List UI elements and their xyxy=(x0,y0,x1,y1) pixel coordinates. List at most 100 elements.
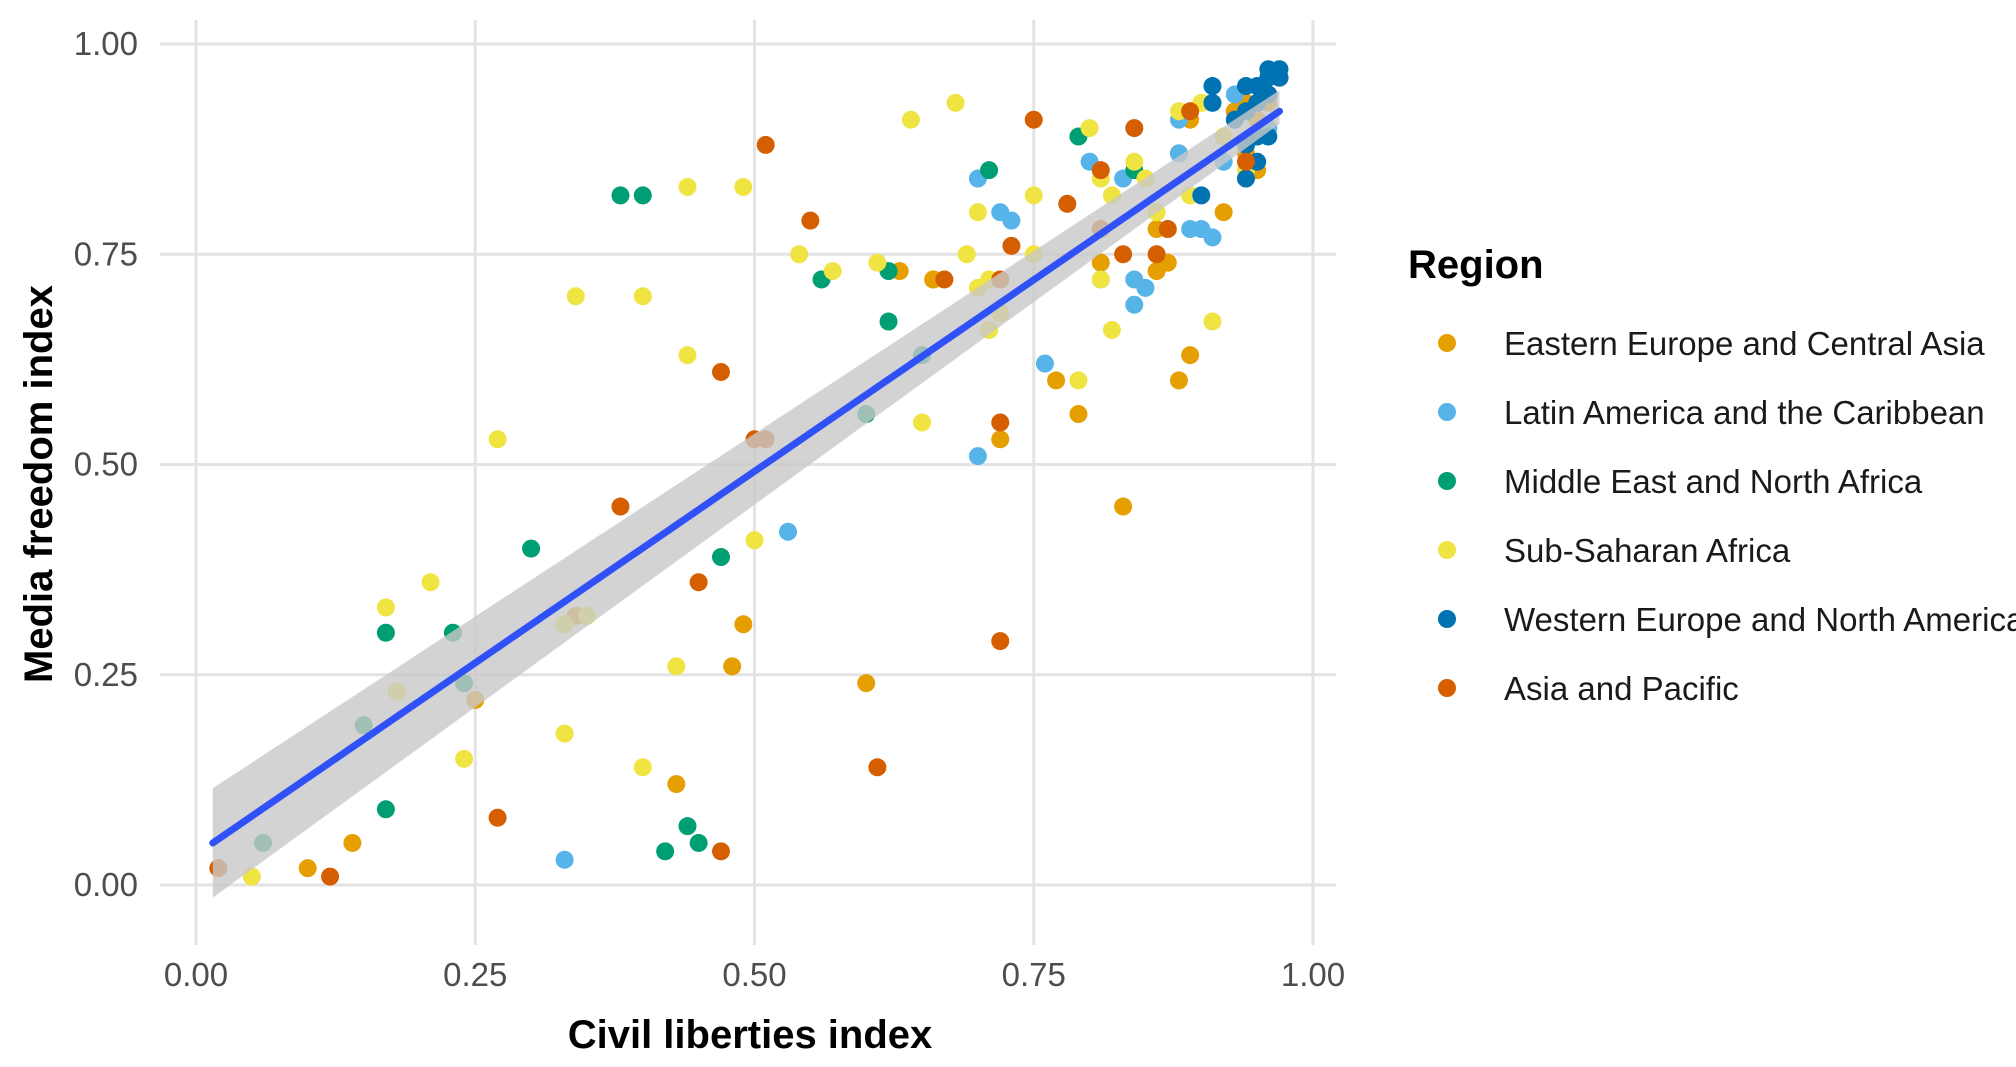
data-point-ssa xyxy=(555,724,574,743)
data-point-ap xyxy=(1058,194,1077,213)
data-point-ap xyxy=(711,842,730,861)
data-point-ap xyxy=(711,362,730,381)
legend-title: Region xyxy=(1408,243,1544,287)
data-point-eeca xyxy=(1169,371,1188,390)
data-point-lac xyxy=(1002,211,1021,230)
legend-label-eeca: Eastern Europe and Central Asia xyxy=(1504,325,1985,362)
data-point-mena xyxy=(656,842,675,861)
y-tick-label: 1.00 xyxy=(74,25,138,62)
data-point-eeca xyxy=(343,833,362,852)
legend-label-lac: Latin America and the Caribbean xyxy=(1504,394,1985,431)
data-point-ssa xyxy=(678,177,697,196)
data-point-mena xyxy=(711,548,730,567)
x-axis-title: Civil liberties index xyxy=(568,1013,933,1057)
data-point-eeca xyxy=(723,657,742,676)
data-point-ap xyxy=(1091,161,1110,180)
x-tick-label: 1.00 xyxy=(1281,956,1345,993)
data-point-ssa xyxy=(667,657,686,676)
y-tick-label: 0.25 xyxy=(74,656,138,693)
legend-key-ap xyxy=(1438,679,1456,697)
y-tick-label: 0.00 xyxy=(74,866,138,903)
data-point-eeca xyxy=(991,430,1010,449)
data-point-ssa xyxy=(633,758,652,777)
data-point-mena xyxy=(376,623,395,642)
data-point-ssa xyxy=(488,430,507,449)
data-point-ssa xyxy=(421,573,440,592)
data-point-ssa xyxy=(913,413,932,432)
data-point-ssa xyxy=(1102,320,1121,339)
data-point-ap xyxy=(991,413,1010,432)
legend-items: Eastern Europe and Central Asia Latin Ame… xyxy=(1438,325,2016,707)
x-tick-label: 0.75 xyxy=(1002,956,1066,993)
data-point-eeca xyxy=(734,615,753,634)
data-points xyxy=(209,60,1289,886)
y-tick-label: 0.75 xyxy=(74,235,138,272)
data-point-ssa xyxy=(1024,186,1043,205)
data-point-ap xyxy=(1236,152,1255,171)
data-point-eeca xyxy=(857,674,876,693)
tick-labels: 0.00 0.25 0.50 0.75 1.00 0.00 0.25 0.50 0.75 1.00 xyxy=(74,25,1345,993)
legend-key-eeca xyxy=(1438,334,1456,352)
data-point-ap xyxy=(1024,110,1043,129)
data-point-eeca xyxy=(1181,346,1200,365)
data-point-lac xyxy=(1136,278,1155,297)
x-tick-label: 0.00 xyxy=(164,956,228,993)
confidence-band-area xyxy=(212,90,1280,898)
legend-key-lac xyxy=(1438,403,1456,421)
legend-key-ssa xyxy=(1438,541,1456,559)
data-point-ap xyxy=(1002,236,1021,255)
data-point-eeca xyxy=(1214,203,1233,222)
data-point-ap xyxy=(1158,220,1177,239)
data-point-mena xyxy=(376,800,395,819)
data-point-lac xyxy=(555,850,574,869)
data-point-ap xyxy=(935,270,954,289)
data-point-ap xyxy=(801,211,820,230)
legend-label-mena: Middle East and North Africa xyxy=(1504,463,1923,500)
data-point-eeca xyxy=(667,775,686,794)
x-tick-label: 0.50 xyxy=(722,956,786,993)
data-point-ssa xyxy=(823,262,842,281)
legend-key-mena xyxy=(1438,472,1456,490)
data-point-mena xyxy=(611,186,630,205)
data-point-mena xyxy=(879,312,898,331)
data-point-ssa xyxy=(376,598,395,617)
data-point-ap xyxy=(689,573,708,592)
data-point-wena xyxy=(1203,93,1222,112)
data-point-wena xyxy=(1203,77,1222,96)
legend-label-ssa: Sub-Saharan Africa xyxy=(1504,532,1791,569)
data-point-ssa xyxy=(790,245,809,264)
data-point-ssa xyxy=(968,203,987,222)
data-point-lac xyxy=(1035,354,1054,373)
data-point-mena xyxy=(522,539,541,558)
data-point-wena xyxy=(1236,169,1255,188)
data-point-eeca xyxy=(1069,405,1088,424)
data-point-lac xyxy=(1125,295,1144,314)
data-point-ssa xyxy=(633,287,652,306)
y-tick-label: 0.50 xyxy=(74,446,138,483)
data-point-ssa xyxy=(957,245,976,264)
data-point-ssa xyxy=(566,287,585,306)
data-point-wena xyxy=(1270,68,1289,87)
data-point-ap xyxy=(1147,245,1166,264)
data-point-ap xyxy=(868,758,887,777)
y-axis-title: Media freedom index xyxy=(17,285,61,683)
data-point-ssa xyxy=(1203,312,1222,331)
data-point-ssa xyxy=(901,110,920,129)
data-point-lac xyxy=(779,522,798,541)
data-point-ap xyxy=(1114,245,1133,264)
data-point-ap xyxy=(321,867,340,886)
data-point-ssa xyxy=(1125,152,1144,171)
data-point-lac xyxy=(968,447,987,466)
data-point-ssa xyxy=(734,177,753,196)
data-point-ap xyxy=(1181,102,1200,121)
x-tick-label: 0.25 xyxy=(443,956,507,993)
data-point-mena xyxy=(633,186,652,205)
legend: Region Eastern Europe and Central Asia La… xyxy=(1408,243,2016,707)
data-point-ssa xyxy=(868,253,887,272)
data-point-lac xyxy=(1203,228,1222,247)
data-point-ssa xyxy=(678,346,697,365)
data-point-ssa xyxy=(1080,119,1099,138)
data-point-ap xyxy=(1125,119,1144,138)
data-point-eeca xyxy=(298,859,317,878)
